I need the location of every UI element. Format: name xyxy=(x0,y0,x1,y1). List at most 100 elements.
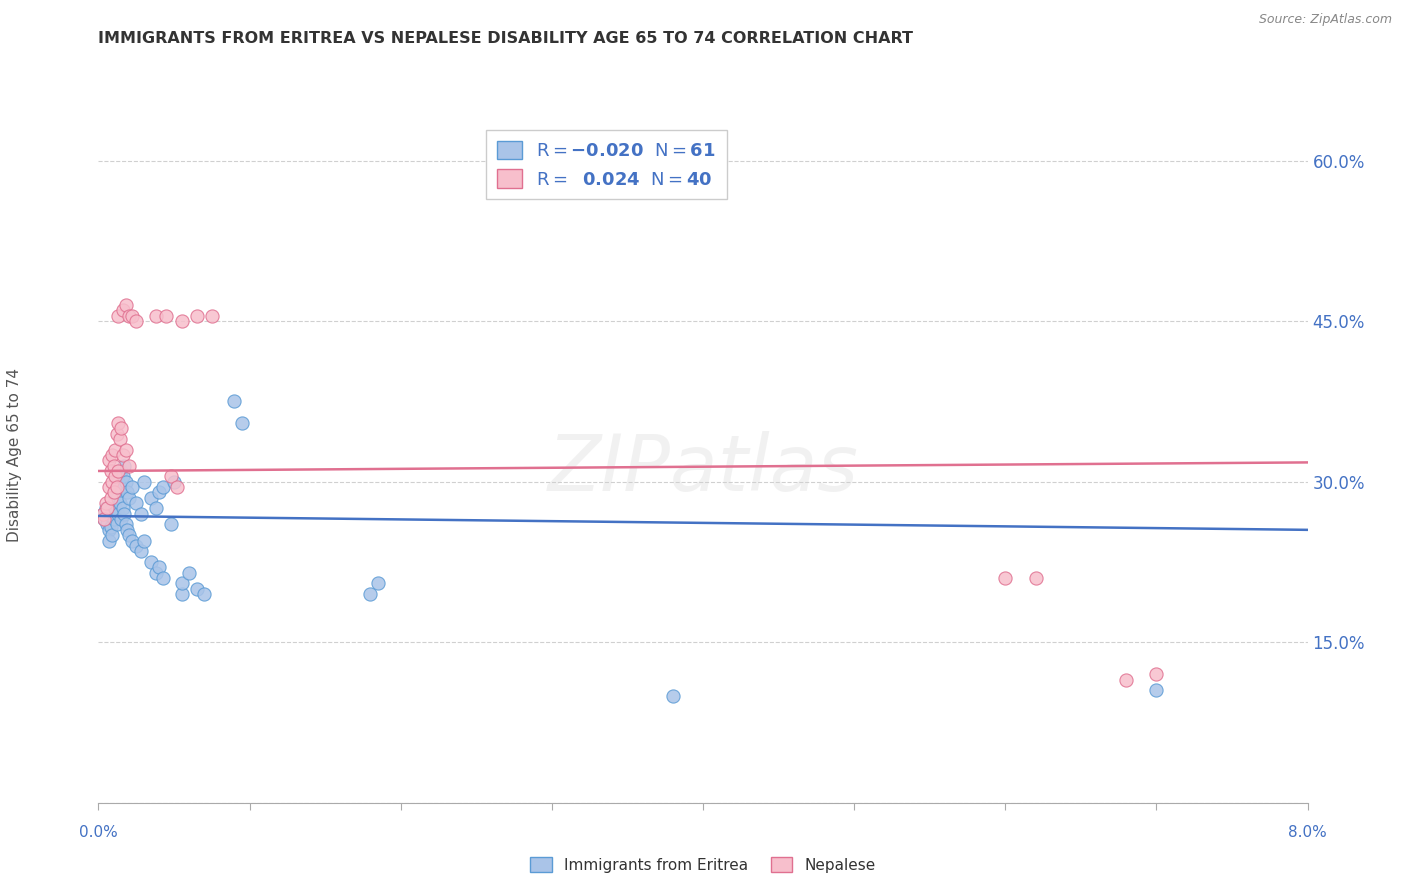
Point xyxy=(103,485,125,500)
Point xyxy=(224,394,246,409)
Point xyxy=(111,469,134,483)
Point xyxy=(94,501,117,516)
Point xyxy=(132,533,155,548)
Point xyxy=(231,416,253,430)
Point xyxy=(107,464,129,478)
Point xyxy=(96,517,118,532)
Point xyxy=(104,501,127,516)
Point xyxy=(121,480,143,494)
Point xyxy=(186,582,208,596)
Point xyxy=(110,464,132,478)
Point xyxy=(100,464,122,478)
Y-axis label: Disability Age 65 to 74: Disability Age 65 to 74 xyxy=(7,368,22,542)
Point xyxy=(1024,571,1046,585)
Point xyxy=(155,309,177,323)
Point xyxy=(96,501,118,516)
Point xyxy=(108,496,131,510)
Point xyxy=(186,309,208,323)
Point xyxy=(94,496,117,510)
Point xyxy=(145,501,167,516)
Point xyxy=(129,507,152,521)
Point xyxy=(114,517,136,532)
Point xyxy=(118,309,141,323)
Point xyxy=(112,507,135,521)
Point xyxy=(101,448,124,462)
Point xyxy=(108,480,131,494)
Point xyxy=(105,480,128,494)
Point xyxy=(166,480,188,494)
Point xyxy=(160,469,183,483)
Point xyxy=(145,309,167,323)
Point xyxy=(105,491,128,505)
Point xyxy=(101,475,124,489)
Point xyxy=(111,303,134,318)
Point xyxy=(141,491,163,505)
Legend: Immigrants from Eritrea, Nepalese: Immigrants from Eritrea, Nepalese xyxy=(524,851,882,879)
Point xyxy=(104,469,127,483)
Point xyxy=(193,587,215,601)
Point xyxy=(1115,673,1137,687)
Point xyxy=(110,512,132,526)
Point xyxy=(114,298,136,312)
Point xyxy=(114,475,136,489)
Point xyxy=(125,496,148,510)
Point xyxy=(125,314,148,328)
Point xyxy=(98,533,121,548)
Point xyxy=(98,523,121,537)
Point xyxy=(170,314,193,328)
Point xyxy=(160,517,183,532)
Point xyxy=(103,458,125,473)
Text: IMMIGRANTS FROM ERITREA VS NEPALESE DISABILITY AGE 65 TO 74 CORRELATION CHART: IMMIGRANTS FROM ERITREA VS NEPALESE DISA… xyxy=(98,31,914,46)
Point xyxy=(107,507,129,521)
Point xyxy=(118,491,141,505)
Point xyxy=(104,442,127,457)
Point xyxy=(104,485,127,500)
Point xyxy=(152,571,174,585)
Point xyxy=(367,576,389,591)
Point xyxy=(994,571,1017,585)
Point xyxy=(105,517,128,532)
Point xyxy=(125,539,148,553)
Point xyxy=(359,587,381,601)
Point xyxy=(108,432,131,446)
Point xyxy=(91,507,114,521)
Point xyxy=(170,587,193,601)
Point xyxy=(661,689,683,703)
Point xyxy=(121,533,143,548)
Point xyxy=(132,475,155,489)
Point xyxy=(1144,667,1167,681)
Point xyxy=(103,496,125,510)
Point xyxy=(93,512,115,526)
Point xyxy=(201,309,224,323)
Point xyxy=(118,458,141,473)
Point xyxy=(148,485,170,500)
Point xyxy=(103,512,125,526)
Point xyxy=(91,507,114,521)
Point xyxy=(100,491,122,505)
Text: 0.0%: 0.0% xyxy=(79,825,118,840)
Point xyxy=(114,442,136,457)
Point xyxy=(101,501,124,516)
Point xyxy=(118,528,141,542)
Point xyxy=(170,576,193,591)
Point xyxy=(163,475,186,489)
Point xyxy=(148,560,170,574)
Point xyxy=(98,453,121,467)
Point xyxy=(145,566,167,580)
Point xyxy=(1144,683,1167,698)
Point xyxy=(111,501,134,516)
Point xyxy=(110,421,132,435)
Point xyxy=(129,544,152,558)
Point xyxy=(121,309,143,323)
Point xyxy=(111,448,134,462)
Point xyxy=(98,480,121,494)
Point xyxy=(100,508,122,523)
Point xyxy=(179,566,201,580)
Point xyxy=(152,480,174,494)
Point xyxy=(115,485,138,500)
Point xyxy=(107,416,129,430)
Point xyxy=(115,523,138,537)
Text: Source: ZipAtlas.com: Source: ZipAtlas.com xyxy=(1258,13,1392,27)
Text: 8.0%: 8.0% xyxy=(1288,825,1327,840)
Point xyxy=(141,555,163,569)
